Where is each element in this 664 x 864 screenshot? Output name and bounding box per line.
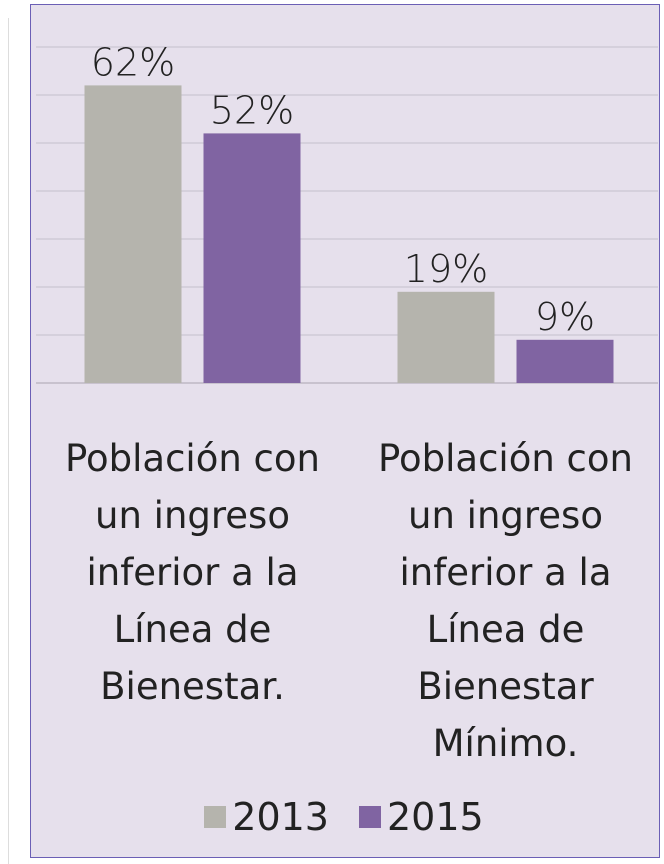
legend-label: 2015 (387, 795, 484, 839)
bar (203, 133, 301, 383)
bar (397, 291, 495, 383)
data-label: 52% (210, 88, 294, 132)
bar (84, 85, 182, 384)
data-label: 9% (535, 295, 595, 339)
bar (516, 339, 614, 383)
legend-item: 2015 (359, 795, 484, 839)
side-rule (8, 18, 9, 864)
data-label: 19% (404, 247, 488, 291)
data-label: 62% (91, 40, 175, 84)
x-tick-label: Población con un ingreso inferior a la L… (65, 437, 320, 708)
legend: 2013 2015 (30, 795, 658, 839)
legend-swatch (359, 806, 381, 828)
x-tick-label: Población con un ingreso inferior a la L… (378, 437, 633, 765)
legend-label: 2013 (232, 795, 329, 839)
legend-swatch (204, 806, 227, 828)
legend-item: 2013 (204, 795, 329, 839)
